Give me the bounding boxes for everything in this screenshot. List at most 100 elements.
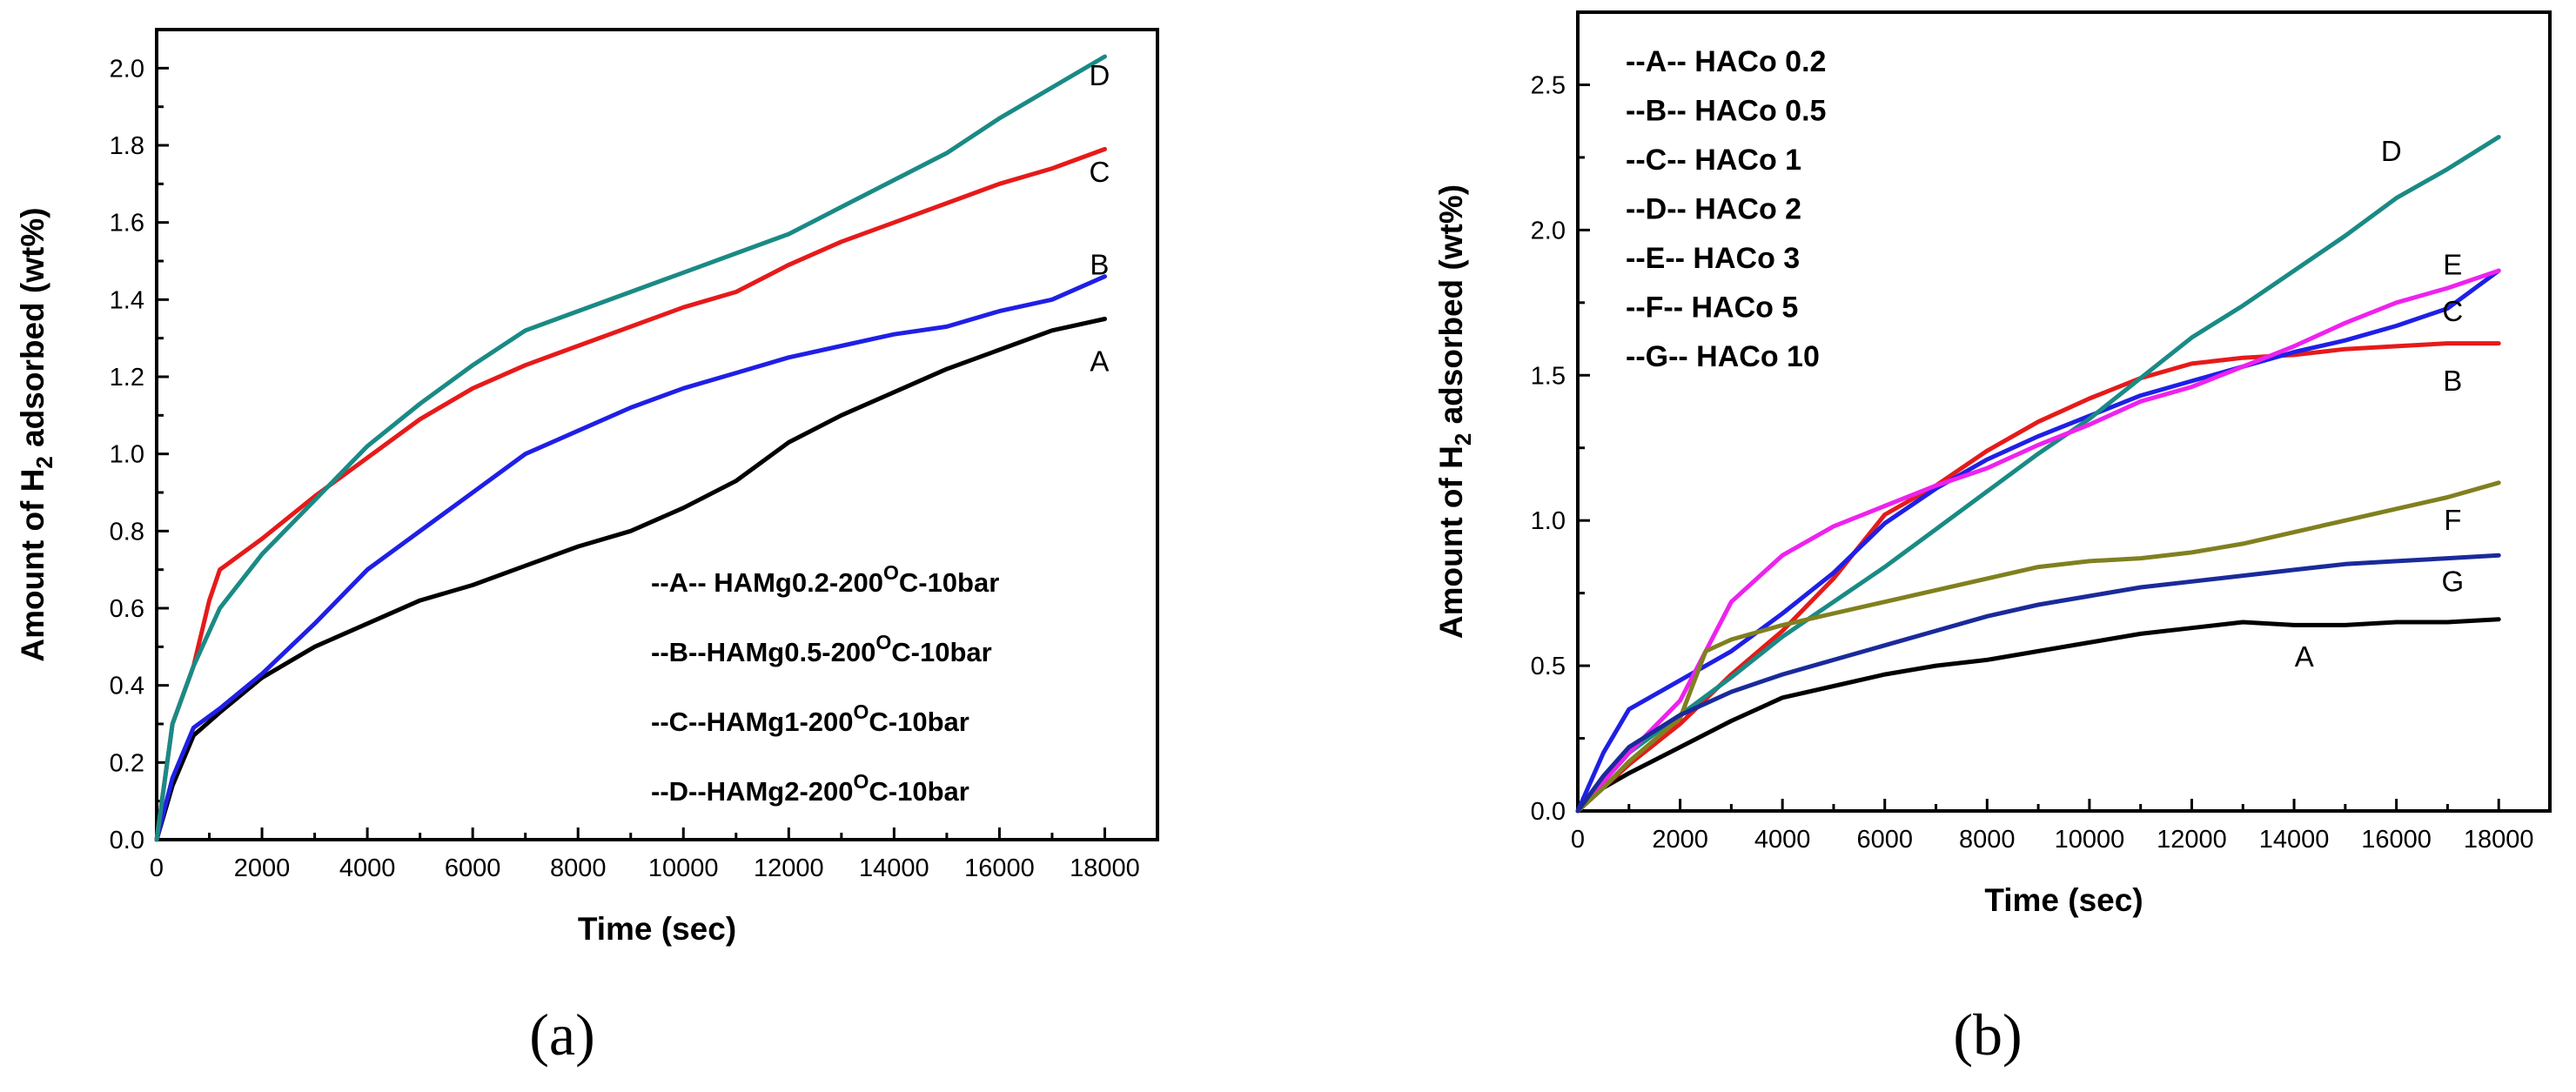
legend-text: C-10bar [869,707,969,737]
series-line-B [154,274,1107,842]
y-axis-label-text: adsorbed (wt%) [1433,184,1469,433]
y-axis-label-subscript: 2 [1450,433,1476,446]
legend-entry: --C--HAMg1-200OC-10bar [651,700,969,737]
legend-text: --C--HAMg1-200 [651,707,854,737]
legend-entry: --A-- HACo 0.2 [1626,45,1826,78]
y-axis-label-text: adsorbed (wt%) [15,207,50,456]
chart-b: 0 2000 4000 6000 8000 10000 12000 14000 16000 180… [1433,10,2552,918]
series-line-F [1575,480,2501,814]
legend-text: C-10bar [891,637,991,667]
x-tick-label: 14000 [2259,826,2330,854]
legend-entry: --F-- HACo 5 [1626,291,1798,325]
legend-superscript: O [854,770,869,793]
y-axis-label-text: Amount of H [15,469,50,662]
series-line-G [1575,553,2501,814]
series-label-A: A [1090,345,1109,377]
chart-a: 0 2000 4000 6000 8000 10000 12000 14000 16000 180… [15,28,1159,947]
panel-caption-a: (a) [529,1002,595,1068]
legend-entry: --E-- HACo 3 [1626,242,1800,275]
series-label-A: A [2295,640,2314,673]
x-tick-label: 18000 [2464,826,2534,854]
series-line-E [1575,268,2501,814]
y-tick-label: 0.0 [110,827,144,854]
series-line-C [154,146,1107,842]
x-axis-label: Time (sec) [578,911,736,947]
legend-text: --D-- HACo 2 [1626,193,1801,226]
x-tick-label: 4000 [339,854,396,882]
y-axis-label: Amount of H2 adsorbed (wt%) [15,207,57,661]
legend-text: --A-- HACo 0.2 [1626,45,1826,78]
series-label-B: B [1090,248,1109,280]
y-tick-label: 1.4 [110,286,144,314]
legend-text: --C-- HACo 1 [1626,144,1801,177]
y-axis-label-text: Amount of H [1433,446,1469,639]
legend-superscript: O [875,631,891,653]
legend-text: --B-- HACo 0.5 [1626,95,1826,128]
legend-entry: --B-- HACo 0.5 [1626,95,1826,128]
x-tick-label: 12000 [2157,826,2227,854]
series-label-B: B [2443,365,2462,397]
legend-text: --F-- HACo 5 [1626,291,1798,325]
legend-superscript: O [854,700,869,723]
x-tick-label: 18000 [1070,854,1140,882]
y-tick-label: 1.6 [110,210,144,238]
legend-entry: --D-- HACo 2 [1626,193,1801,226]
x-tick-label: 10000 [2055,826,2125,854]
x-axis-label: Time (sec) [1984,882,2143,918]
y-tick-label: 0.0 [1531,798,1566,826]
legend-text: --A-- HAMg0.2-200 [651,567,883,598]
y-tick-label: 0.2 [110,749,144,777]
x-tick-label: 4000 [1754,826,1811,854]
series-line-A [1575,617,2501,814]
series-line-D [154,54,1107,842]
series-label-D: D [1089,59,1110,91]
x-tick-label: 6000 [445,854,501,882]
y-tick-label: 0.5 [1531,653,1566,680]
legend-superscript: O [883,561,899,584]
x-tick-label: 8000 [550,854,607,882]
legend-entry: --C-- HACo 1 [1626,144,1801,177]
y-tick-label: 2.5 [1531,71,1566,99]
legend-entry: --G-- HACo 10 [1626,340,1820,373]
x-tick-label: 16000 [2361,826,2432,854]
x-tick-label: 16000 [964,854,1035,882]
y-tick-label: 0.4 [110,673,144,700]
series-label-F: F [2444,504,2461,536]
plot-frame [1576,10,2552,813]
series-line-C [1575,268,2501,814]
series-label-C: C [2442,295,2463,327]
series-line-A [154,317,1107,842]
legend-text: --D--HAMg2-200 [651,776,854,807]
series-label-E: E [2443,248,2462,280]
y-tick-label: 0.6 [110,595,144,623]
x-tick-label: 8000 [1959,826,2016,854]
legend-text: C-10bar [899,567,999,598]
legend-text: --E-- HACo 3 [1626,242,1800,275]
x-tick-label: 6000 [1856,826,1913,854]
legend-text: --G-- HACo 10 [1626,340,1820,373]
y-tick-label: 1.0 [1531,507,1566,535]
x-tick-label: 0 [150,854,164,882]
y-tick-label: 1.5 [1531,362,1566,390]
legend-entry: --B--HAMg0.5-200OC-10bar [651,631,992,667]
x-tick-label: 12000 [754,854,824,882]
legend-entry: --A-- HAMg0.2-200OC-10bar [651,561,999,598]
y-axis-label: Amount of H2 adsorbed (wt%) [1433,184,1476,639]
series-label-D: D [2381,135,2402,167]
legend-text: --B--HAMg0.5-200 [651,637,875,667]
x-tick-label: 2000 [234,854,291,882]
x-tick-label: 0 [1571,826,1585,854]
legend-entry: --D--HAMg2-200OC-10bar [651,770,969,807]
legend-text: C-10bar [869,776,969,807]
panel-caption-b: (b) [1953,1002,2023,1068]
y-axis-label-subscript: 2 [31,456,57,468]
x-tick-label: 14000 [859,854,929,882]
y-tick-label: 1.2 [110,364,144,392]
series-line-D [1575,135,2501,814]
x-tick-label: 10000 [648,854,719,882]
y-tick-label: 1.0 [110,441,144,469]
series-label-C: C [1089,156,1110,188]
y-tick-label: 2.0 [110,55,144,83]
plot-frame [155,28,1159,841]
